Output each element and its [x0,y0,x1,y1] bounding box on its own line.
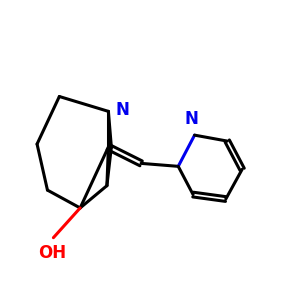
Text: N: N [116,101,130,119]
Text: N: N [185,110,199,128]
Text: OH: OH [38,244,66,262]
